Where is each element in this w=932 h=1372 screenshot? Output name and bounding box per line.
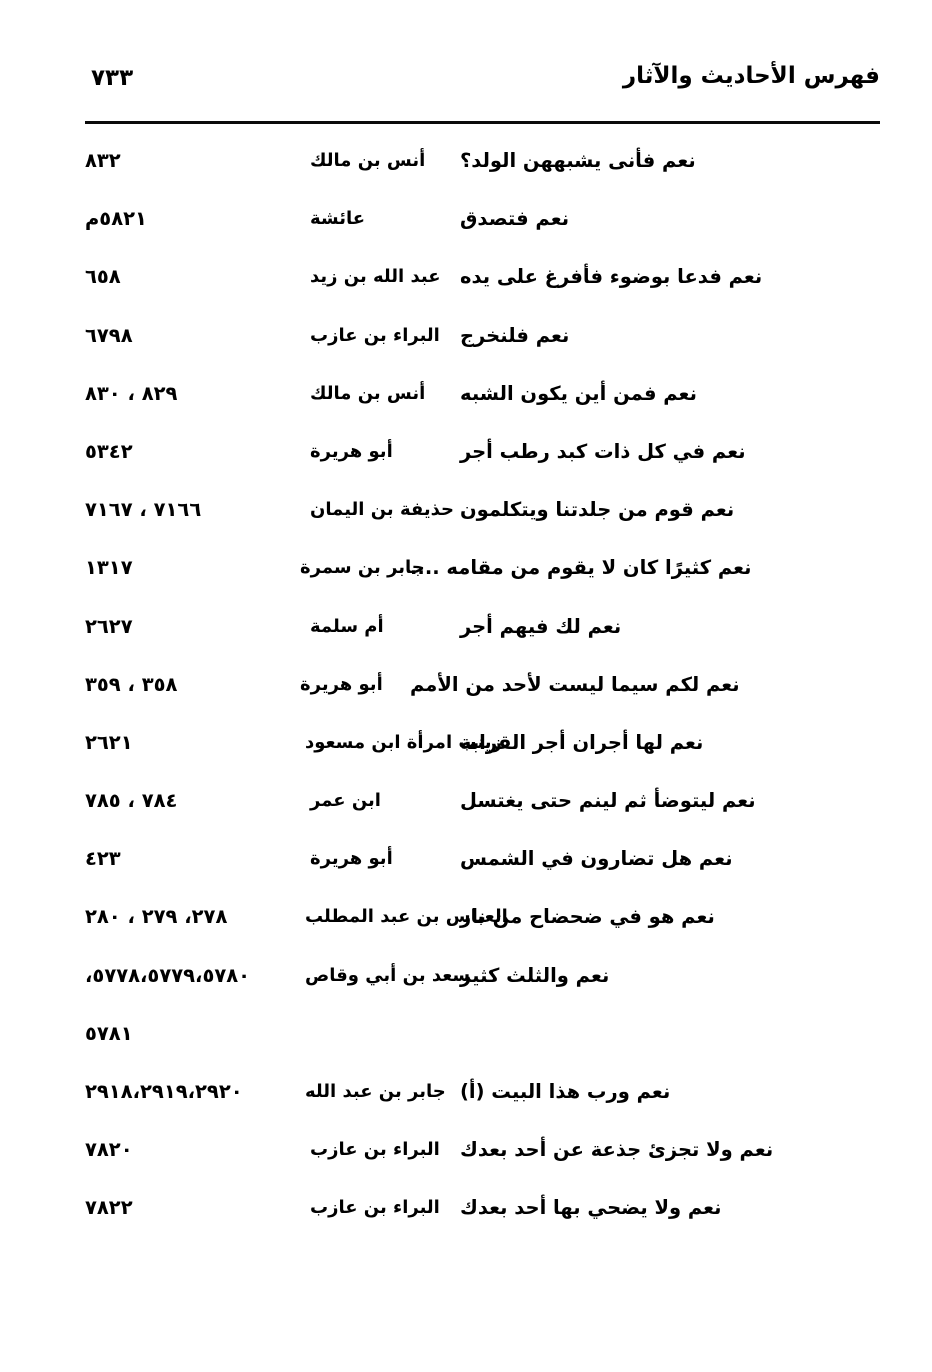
index-row: نعم ورب هذا البيت (أ) جابر بن عبد الله ٢٩١… <box>85 1077 880 1135</box>
index-row: نعم لها أجران أجر القرابة زينب امرأة ابن … <box>85 728 880 786</box>
reference-number: ٢٦٢٧ <box>85 614 133 638</box>
reference-number: ٦٧٩٨ <box>85 323 133 347</box>
hadith-text: نعم فتصدق <box>460 207 570 231</box>
narrator-name: البراء بن عازب <box>310 1139 440 1161</box>
index-row: نعم قوم من جلدتنا ويتكلمون حذيفة بن اليما… <box>85 495 880 553</box>
hadith-text: نعم لها أجران أجر القرابة <box>460 730 704 754</box>
hadith-text: نعم ولا تجزئ جذعة عن أحد بعدك <box>460 1138 774 1162</box>
narrator-name: عائشة <box>310 208 366 230</box>
reference-number: ٧٨٢٠ <box>85 1138 133 1162</box>
narrator-name: أبو هريرة <box>300 673 383 695</box>
page-title: فهرس الأحاديث والآثار <box>622 63 880 89</box>
reference-number: ١٣١٧ <box>85 556 133 580</box>
narrator-name: زينب امرأة ابن مسعود <box>305 731 502 753</box>
narrator-name: أنس بن مالك <box>310 382 426 404</box>
hadith-text: نعم فدعا بوضوء فأفرغ على يده <box>460 265 763 289</box>
index-row: نعم ليتوضأ ثم لينم حتى يغتسل ابن عمر ٧٨٤ ،… <box>85 786 880 844</box>
hadith-text: نعم والثلث كثير <box>460 963 610 987</box>
reference-number: ٧١٦٦ ، ٧١٦٧ <box>85 498 202 522</box>
index-row: نعم فمن أين يكون الشبه أنس بن مالك ٨٢٩ ، ٨… <box>85 379 880 437</box>
reference-number: ٥٨٢١م <box>85 207 147 231</box>
reference-number: ٢٧٨، ٢٧٩ ، ٢٨٠ <box>85 905 228 929</box>
index-row: نعم لك فيهم أجر أم سلمة ٢٦٢٧ <box>85 612 880 670</box>
hadith-text: نعم هل تضارون في الشمس <box>460 847 733 871</box>
reference-number-continued: ٥٧٨١ <box>85 1021 133 1045</box>
hadith-text: نعم قوم من جلدتنا ويتكلمون <box>460 498 735 522</box>
header-divider <box>85 121 880 124</box>
reference-number: ٥٧٧٨،٥٧٧٩،٥٧٨٠، <box>85 963 251 987</box>
reference-number: ٦٥٨ <box>85 265 121 289</box>
hadith-text: نعم ولا يضحي بها أحد بعدك <box>460 1196 722 1220</box>
hadith-text: نعم لك فيهم أجر <box>460 614 622 638</box>
hadith-text: نعم فأنى يشبههن الولد؟ <box>460 149 696 172</box>
hadith-text: نعم ورب هذا البيت (أ) <box>460 1080 671 1103</box>
narrator-name: جابر بن عبد الله <box>305 1081 446 1102</box>
index-row: نعم ولا تجزئ جذعة عن أحد بعدك البراء بن ع… <box>85 1135 880 1193</box>
index-row: نعم والثلث كثير سعد بن أبي وقاص ٥٧٧٨،٥٧٧٩،… <box>85 961 880 1019</box>
index-row: نعم فدعا بوضوء فأفرغ على يده عبد الله بن … <box>85 262 880 320</box>
index-row: نعم في كل ذات كبد رطب أجر أبو هريرة ٥٣٤٢ <box>85 437 880 495</box>
narrator-name: جابر بن سمرة <box>300 557 425 579</box>
hadith-text: نعم في كل ذات كبد رطب أجر <box>460 439 746 463</box>
reference-number: ٨٣٢ <box>85 149 121 172</box>
narrator-name: حذيفة بن اليمان <box>310 499 454 521</box>
index-row: نعم فأنى يشبههن الولد؟ أنس بن مالك ٨٣٢ <box>85 146 880 204</box>
hadith-text: نعم فمن أين يكون الشبه <box>460 381 697 405</box>
hadith-text: نعم ليتوضأ ثم لينم حتى يغتسل <box>460 789 756 813</box>
narrator-name: البراء بن عازب <box>310 1197 440 1219</box>
reference-number: ٢٦٢١ <box>85 730 133 754</box>
narrator-name: ابن عمر <box>310 790 381 812</box>
reference-number: ٧٨٢٢ <box>85 1196 133 1220</box>
reference-number: ٢٩١٨،٢٩١٩،٢٩٢٠ <box>85 1080 243 1103</box>
narrator-name: أبو هريرة <box>310 848 393 870</box>
index-row: نعم فلنخرج البراء بن عازب ٦٧٩٨ <box>85 321 880 379</box>
narrator-name: أنس بن مالك <box>310 150 426 171</box>
index-row: نعم هو في ضحضاح من نار العباس بن عبد المط… <box>85 902 880 960</box>
narrator-name: عبد الله بن زيد <box>310 266 441 288</box>
index-row: نعم كثيرًا كان لا يقوم من مقامه .... جابر… <box>85 553 880 611</box>
hadith-text: نعم كثيرًا كان لا يقوم من مقامه .... <box>410 556 752 580</box>
running-head: فهرس الأحاديث والآثار ٧٣٣ <box>85 62 880 110</box>
reference-number: ٣٥٨ ، ٣٥٩ <box>85 672 178 696</box>
index-row: نعم هل تضارون في الشمس أبو هريرة ٤٢٣ <box>85 844 880 902</box>
index-row: نعم فتصدق عائشة ٥٨٢١م <box>85 204 880 262</box>
hadith-text: نعم فلنخرج <box>460 323 570 347</box>
narrator-name: أبو هريرة <box>310 440 393 462</box>
narrator-name: العباس بن عبد المطلب <box>305 906 508 928</box>
hadith-text: نعم هو في ضحضاح من نار <box>460 905 715 929</box>
index-row: نعم لكم سيما ليست لأحد من الأمم أبو هريرة… <box>85 670 880 728</box>
reference-number: ٥٣٤٢ <box>85 439 133 463</box>
page-number: ٧٣٣ <box>91 65 134 91</box>
narrator-name: البراء بن عازب <box>310 324 440 346</box>
reference-number: ٨٢٩ ، ٨٣٠ <box>85 381 178 405</box>
hadith-text: نعم لكم سيما ليست لأحد من الأمم <box>410 672 740 696</box>
narrator-name: سعد بن أبي وقاص <box>305 964 471 986</box>
narrator-name: أم سلمة <box>310 615 384 637</box>
reference-number: ٧٨٤ ، ٧٨٥ <box>85 789 178 813</box>
index-row-continuation: ٥٧٨١ <box>85 1019 880 1077</box>
hadith-index-table: نعم فأنى يشبههن الولد؟ أنس بن مالك ٨٣٢ نعم … <box>85 146 880 1252</box>
index-row: نعم ولا يضحي بها أحد بعدك البراء بن عازب ٧… <box>85 1193 880 1251</box>
reference-number: ٤٢٣ <box>85 847 121 871</box>
